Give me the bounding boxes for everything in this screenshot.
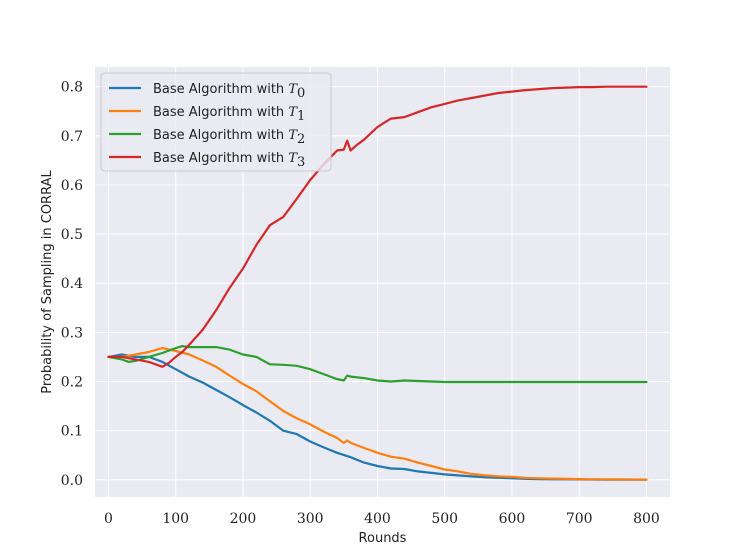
legend-box bbox=[100, 72, 332, 172]
y-tick-label: 0.0 bbox=[61, 473, 83, 489]
x-tick-label: 200 bbox=[230, 511, 257, 527]
legend: Base Algorithm with T0 Base Algorithm wit… bbox=[100, 72, 332, 172]
x-tick-label: 0 bbox=[104, 511, 113, 527]
y-tick-label: 0.4 bbox=[61, 276, 83, 292]
y-tick-label: 0.2 bbox=[61, 375, 83, 391]
series-line-T2 bbox=[107, 345, 648, 384]
series-line-T3 bbox=[107, 85, 648, 368]
y-tick-label: 0.5 bbox=[61, 227, 83, 243]
x-tick-label: 800 bbox=[633, 511, 660, 527]
legend-entry-T2: Base Algorithm with T2 bbox=[153, 128, 305, 147]
x-tick-label: 300 bbox=[297, 511, 324, 527]
y-tick-label: 0.1 bbox=[61, 424, 83, 440]
y-axis-label: Probability of Sampling in CORRAL bbox=[40, 170, 55, 394]
x-tick-label: 100 bbox=[162, 511, 189, 527]
x-tick-label: 700 bbox=[566, 511, 593, 527]
y-tick-label: 0.8 bbox=[61, 80, 83, 96]
x-tick-label: 500 bbox=[431, 511, 458, 527]
y-tick-label: 0.6 bbox=[61, 178, 83, 194]
series-lines bbox=[107, 85, 648, 481]
x-axis-ticks: 0 100 200 300 400 500 600 700 800 bbox=[104, 511, 660, 527]
x-tick-label: 400 bbox=[364, 511, 391, 527]
x-axis-label: Rounds bbox=[359, 531, 407, 546]
y-tick-label: 0.3 bbox=[61, 325, 83, 341]
legend-entry-T3: Base Algorithm with T3 bbox=[153, 151, 305, 170]
y-tick-label: 0.7 bbox=[61, 129, 83, 145]
series-line-T1 bbox=[107, 347, 648, 481]
legend-entry-T0: Base Algorithm with T0 bbox=[153, 82, 305, 101]
x-tick-label: 600 bbox=[499, 511, 526, 527]
legend-entry-T1: Base Algorithm with T1 bbox=[153, 105, 305, 124]
y-axis-ticks: 0.0 0.1 0.2 0.3 0.4 0.5 0.6 0.7 0.8 bbox=[61, 80, 83, 489]
